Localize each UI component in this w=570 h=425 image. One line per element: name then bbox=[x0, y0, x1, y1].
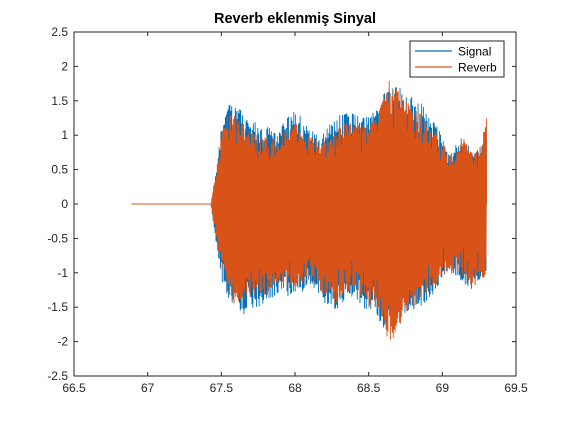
x-tick-label: 68.5 bbox=[357, 381, 381, 395]
chart-title: Reverb eklenmiş Sinyal bbox=[214, 11, 376, 27]
legend-label-signal: Signal bbox=[458, 45, 491, 59]
legend: Signal Reverb bbox=[409, 40, 505, 78]
y-tick-label: -2.5 bbox=[47, 369, 68, 383]
y-tick-label: 0.5 bbox=[51, 163, 68, 177]
x-tick-label: 66.5 bbox=[62, 381, 86, 395]
tick-layer: 66.5 67 67.5 68 68.5 69 69.5 2.5 2 1.5 1 0.5 0 -0.5 -1… bbox=[47, 25, 528, 395]
y-tick-label: 1.5 bbox=[51, 94, 68, 108]
x-tick-label: 69 bbox=[436, 381, 450, 395]
y-tick-label: -1.5 bbox=[47, 300, 68, 314]
y-tick-label: 0 bbox=[61, 197, 68, 211]
x-tick-label: 67.5 bbox=[210, 381, 234, 395]
x-tick-label: 69.5 bbox=[504, 381, 528, 395]
y-tick-label: 2 bbox=[61, 59, 68, 73]
y-tick-label: 1 bbox=[61, 128, 68, 142]
x-tick-label: 68 bbox=[288, 381, 302, 395]
legend-box bbox=[409, 40, 505, 78]
y-tick-label: -2 bbox=[57, 335, 68, 349]
y-tick-label: -0.5 bbox=[47, 231, 68, 245]
y-tick-label: 2.5 bbox=[51, 25, 68, 39]
series-line-reverb bbox=[131, 80, 487, 340]
series-layer bbox=[131, 80, 487, 340]
legend-label-reverb: Reverb bbox=[458, 61, 497, 75]
x-tick-label: 67 bbox=[141, 381, 155, 395]
y-tick-label: -1 bbox=[57, 266, 68, 280]
